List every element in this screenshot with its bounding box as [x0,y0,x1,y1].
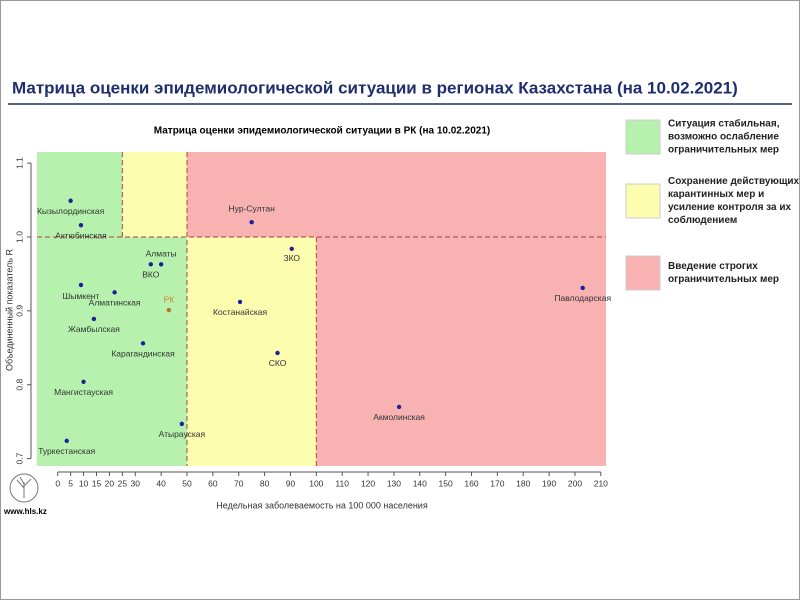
legend-text: ограничительных мер [668,145,779,156]
logo [9,473,39,503]
y-tick-label: 1.1 [14,157,24,169]
x-tick-label: 140 [413,478,427,488]
x-tick-label: 180 [516,478,530,488]
point-label: Алматы [146,249,177,259]
zone [122,152,188,237]
y-tick-label: 0.7 [14,452,24,464]
x-tick-label: 100 [309,478,323,488]
point [140,341,146,346]
x-tick-label: 170 [490,478,504,488]
point [78,282,84,288]
x-tick-label: 150 [439,478,453,488]
legend-swatch [625,255,661,291]
x-tick-label: 110 [335,478,349,488]
legend-text: возможно ослабление [668,131,779,143]
point [91,316,97,322]
zone [316,236,606,466]
legend-swatch [625,183,661,219]
point-label: Костанайская [213,307,268,317]
point-label: Туркестанская [38,446,95,456]
x-axis-label: Недельная заболеваемость на 100 000 насе… [216,500,428,510]
x-tick-label: 20 [105,478,115,488]
x-tick-label: 5 [68,478,73,488]
x-tick-label: 60 [208,478,218,488]
point [275,350,280,356]
site-url: www.hls.kz [3,507,47,516]
point [179,421,185,427]
point-label: Атырауская [159,429,206,439]
x-tick-label: 50 [182,478,192,488]
chart-title: Матрица оценки эпидемиологической ситуац… [154,126,490,137]
legend-text: карантинных мер и [668,189,764,200]
legend-text: Введение строгих [668,261,758,272]
x-tick-label: 30 [131,478,141,488]
point-label: Акмолинская [373,412,425,422]
point [148,262,153,267]
point-label: Мангистауская [54,387,113,397]
point [158,262,164,267]
legend-text: ограничительных мер [668,274,779,285]
x-tick-label: 120 [361,478,375,488]
point-label: ВКО [142,270,160,280]
zone [187,236,317,466]
point-label: Кызылординская [37,206,105,216]
x-tick-label: 10 [79,478,89,488]
point [249,219,254,225]
legend-swatch [625,119,661,155]
zone [37,236,188,466]
point [64,438,69,444]
x-tick-label: 0 [55,478,60,488]
point-label: Алматинская [89,298,141,308]
y-tick-label: 0.8 [14,379,24,391]
point-label: Нур-Султан [229,203,276,213]
x-tick-label: 90 [286,478,296,488]
point [237,299,243,305]
point-label: Карагандинская [111,349,175,359]
y-tick-label: 0.9 [14,305,24,317]
slide-title: Матрица оценки эпидемиологической ситуац… [12,78,738,97]
x-tick-label: 80 [260,478,270,488]
x-tick-label: 130 [387,478,401,488]
legend-text: Сохранение действующих [668,176,800,187]
x-tick-label: 40 [156,478,166,488]
point [166,307,172,313]
x-tick-label: 190 [542,478,556,488]
point-label: Шымкент [63,291,100,301]
x-tick-label: 210 [594,478,608,488]
legend-text: соблюдением [668,214,737,226]
point [396,404,402,410]
legend-text: усиление контроля за их [668,202,792,213]
point-label: Жамбылская [68,324,120,334]
zone [187,152,606,237]
zone [37,152,123,237]
point [112,290,117,295]
point-label: РК [164,294,175,304]
point-label: Павлодарская [554,293,611,303]
x-tick-label: 200 [568,478,582,488]
x-tick-label: 70 [234,478,244,488]
point [289,246,294,251]
point [78,222,84,228]
point [81,379,86,384]
y-axis-label: Объединенный показатель R [4,249,14,372]
x-tick-label: 15 [92,478,102,488]
point [580,285,585,291]
point [68,198,73,203]
x-tick-label: 160 [464,478,478,488]
y-tick-label: 1.0 [14,231,24,243]
legend-text: Ситуация стабильная, [668,118,780,130]
point-label: ЗКО [283,253,300,263]
point-label: Актюбинская [55,230,107,240]
x-tick-label: 25 [118,478,128,488]
point-label: СКО [269,358,287,368]
